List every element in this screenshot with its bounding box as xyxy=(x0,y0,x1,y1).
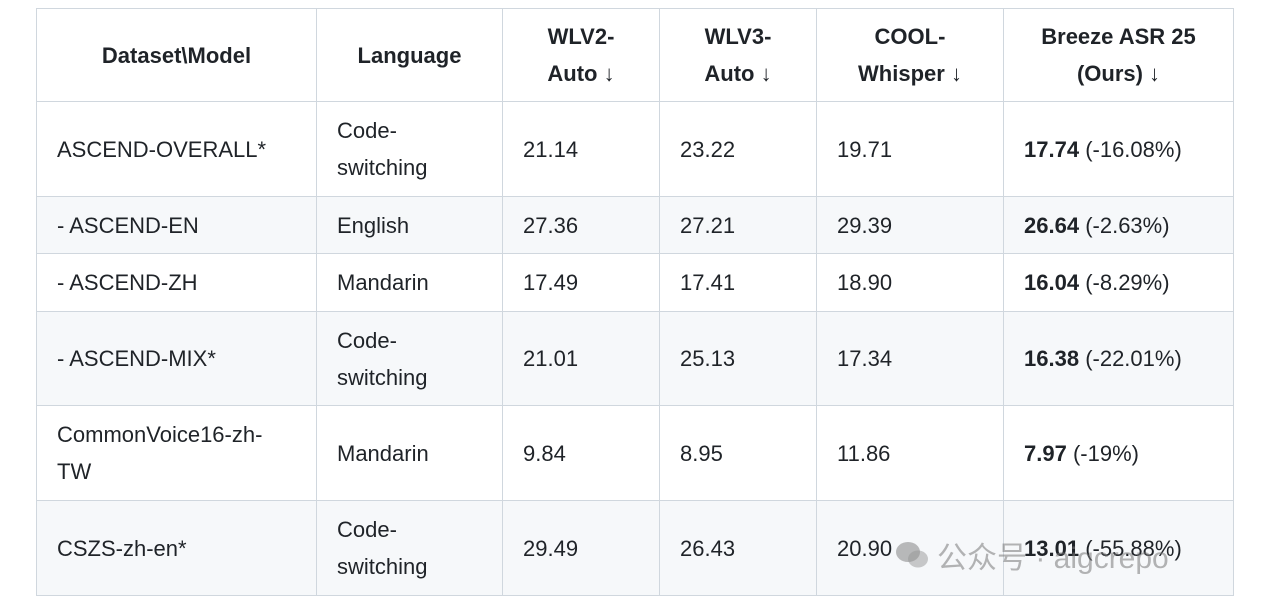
cell: Code-switching xyxy=(316,101,503,197)
cell: 7.97 (-19%) xyxy=(1003,405,1234,501)
cell: 18.90 xyxy=(816,253,1004,312)
header-cell: WLV2-Auto ↓ xyxy=(502,8,660,102)
best-value: 16.04 xyxy=(1024,270,1080,295)
relative-change: (-16.08%) xyxy=(1085,136,1182,162)
cell: 17.74 (-16.08%) xyxy=(1003,101,1234,197)
relative-change: (-19%) xyxy=(1072,440,1139,466)
table-row: - ASCEND-ZH Mandarin 17.49 17.41 18.90 16.04 … xyxy=(36,253,1234,312)
cell: 13.01 (-55.88%) xyxy=(1003,500,1234,596)
cell: Code-switching xyxy=(316,500,503,596)
watermark: 公众号 · aigcrepo xyxy=(895,533,1169,577)
results-table: Dataset\Model Language WLV2-Auto ↓ WLV3-Aut… xyxy=(36,8,1234,596)
cell: 9.84 xyxy=(502,405,660,501)
cell: 21.14 xyxy=(502,101,660,197)
table-row: ASCEND-OVERALL* Code-switching 21.14 23.22 1… xyxy=(36,101,1234,197)
best-value: 13.01 xyxy=(1024,535,1080,561)
watermark-text: 公众号 · aigcrepo xyxy=(937,542,1169,575)
cell: 27.36 xyxy=(502,196,660,254)
cell: ASCEND-OVERALL* xyxy=(36,101,317,197)
relative-change: (-22.01%) xyxy=(1085,346,1182,371)
cell: 27.21 xyxy=(659,196,817,254)
table-row: CSZS-zh-en* Code-switching 29.49 26.43 20.90… xyxy=(36,500,1234,596)
cell: 21.01 xyxy=(502,311,660,406)
cell: 17.41 xyxy=(659,253,817,312)
cell: Code-switching xyxy=(316,311,503,406)
cell: 26.43 xyxy=(659,500,817,596)
header-cell: COOL-Whisper ↓ xyxy=(816,8,1004,102)
header-cell: WLV3-Auto ↓ xyxy=(659,8,817,102)
cell: 19.71 xyxy=(816,101,1004,197)
cell: CSZS-zh-en* xyxy=(36,500,317,596)
cell: 26.64 (-2.63%) xyxy=(1003,196,1234,254)
best-value: 26.64 xyxy=(1024,212,1080,238)
header-cell: Dataset\Model xyxy=(36,8,317,102)
header-row: Dataset\Model Language WLV2-Auto ↓ WLV3-Aut… xyxy=(36,8,1234,102)
cell: English xyxy=(316,196,503,254)
cell: Mandarin xyxy=(316,405,503,501)
table-row: - ASCEND-MIX* Code-switching 21.01 25.13 17.… xyxy=(36,311,1234,406)
cell: 8.95 xyxy=(659,405,817,501)
wechat-icon xyxy=(896,542,928,568)
header-cell: Breeze ASR 25 (Ours) ↓ xyxy=(1003,8,1234,102)
cell: 29.39 xyxy=(816,196,1004,254)
cell: 17.34 xyxy=(816,311,1004,406)
cell: - ASCEND-MIX* xyxy=(36,311,317,406)
best-value: 7.97 xyxy=(1024,440,1067,466)
cell: 16.04 (-8.29%) xyxy=(1003,253,1234,312)
header-cell: Language xyxy=(316,8,503,102)
table-row: - ASCEND-EN English 27.36 27.21 29.39 26.64 (… xyxy=(36,196,1234,254)
cell: 29.49 xyxy=(502,500,660,596)
cell: 16.38 (-22.01%) xyxy=(1003,311,1234,406)
cell: CommonVoice16-zh-TW xyxy=(36,405,317,501)
relative-change: (-2.63%) xyxy=(1085,212,1170,238)
relative-change: (-8.29%) xyxy=(1085,270,1170,295)
cell: 11.86 xyxy=(816,405,1004,501)
cell: - ASCEND-ZH xyxy=(36,253,317,312)
cell: 17.49 xyxy=(502,253,660,312)
table-row: CommonVoice16-zh-TW Mandarin 9.84 8.95 11.86… xyxy=(36,405,1234,501)
best-value: 17.74 xyxy=(1024,136,1080,162)
cell: Mandarin xyxy=(316,253,503,312)
cell: - ASCEND-EN xyxy=(36,196,317,254)
relative-change: (-55.88%) xyxy=(1085,535,1182,561)
cell: 23.22 xyxy=(659,101,817,197)
best-value: 16.38 xyxy=(1024,346,1080,371)
cell: 25.13 xyxy=(659,311,817,406)
